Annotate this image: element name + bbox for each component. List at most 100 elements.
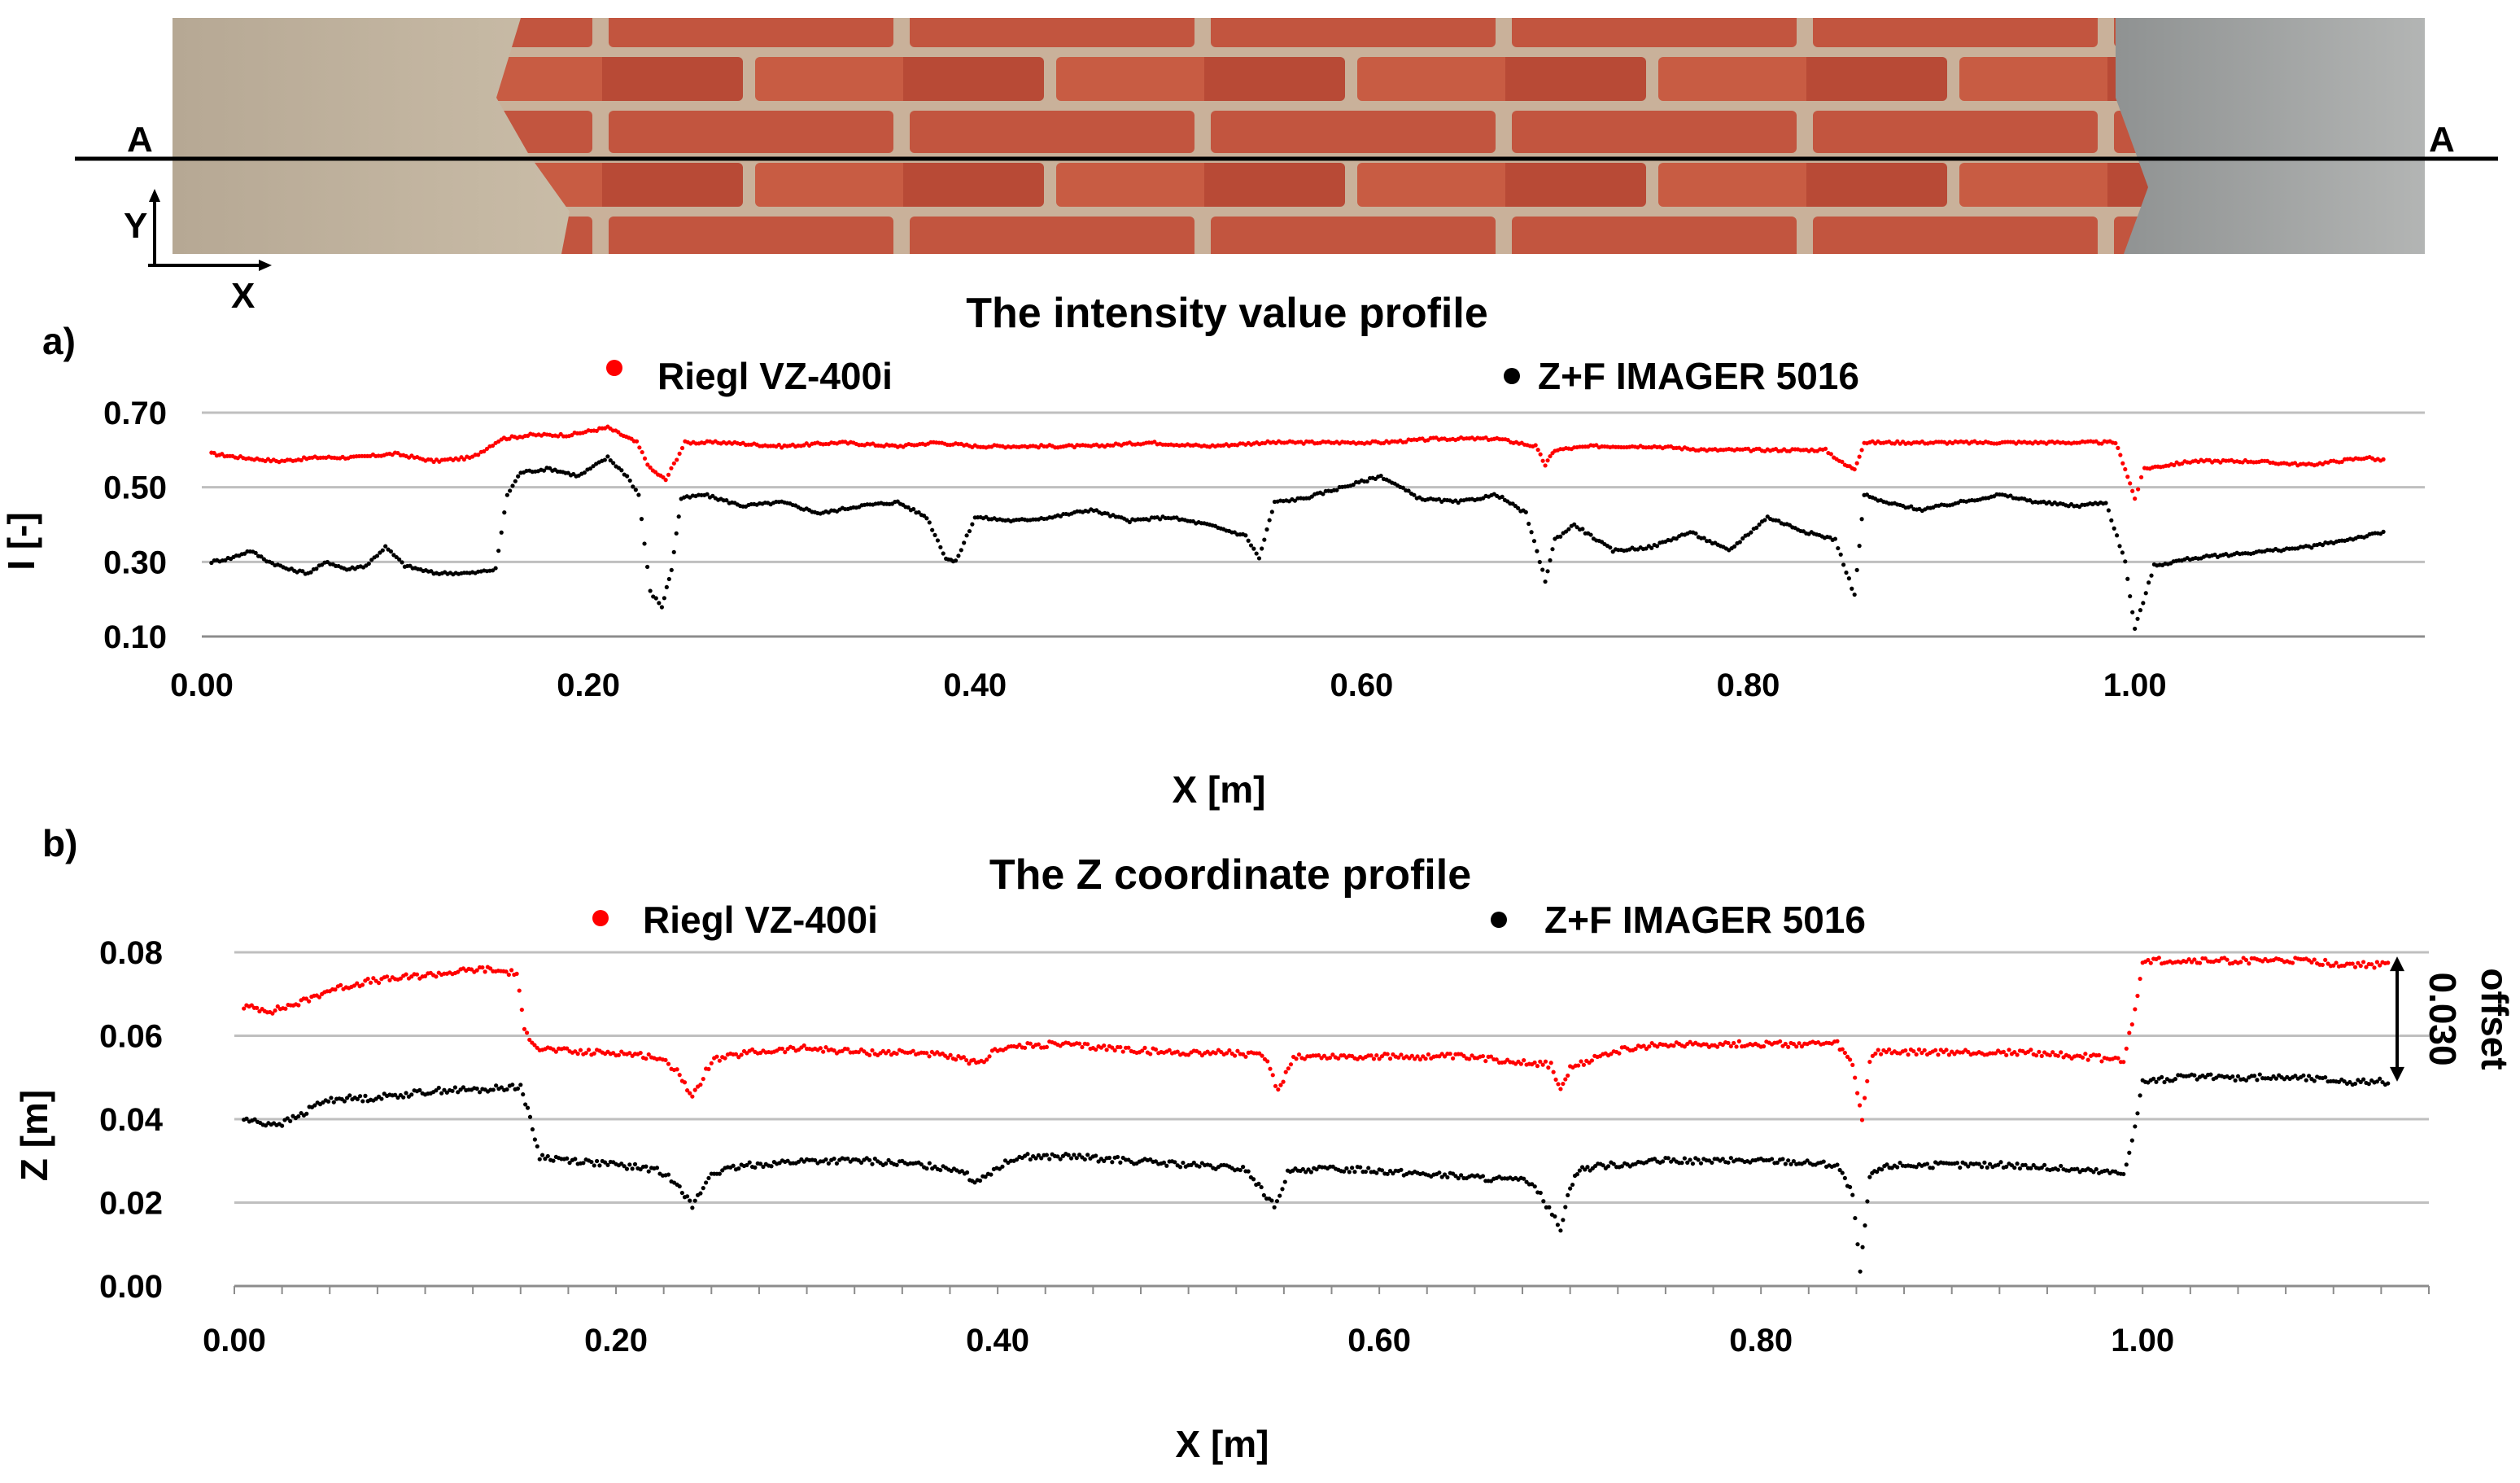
data-point: [1993, 1051, 1998, 1056]
z-x-tick-label: 0.40: [966, 1323, 1029, 1358]
data-point: [1870, 1053, 1875, 1058]
data-point: [1500, 494, 1505, 500]
data-point: [1832, 536, 1838, 541]
data-point: [1330, 1052, 1335, 1057]
data-point: [1105, 511, 1110, 516]
data-point: [578, 1048, 583, 1052]
data-point: [1246, 1169, 1251, 1174]
data-point: [1555, 1223, 1561, 1227]
data-point: [776, 442, 781, 448]
data-point: [1292, 498, 1298, 503]
data-point: [1177, 1165, 1183, 1170]
data-point: [1238, 1167, 1243, 1173]
data-point: [1110, 1045, 1115, 1050]
data-point: [360, 982, 365, 987]
data-point: [1853, 1215, 1858, 1221]
data-point: [1385, 1052, 1390, 1056]
z-y-axis-label: Z [m]: [13, 1090, 55, 1181]
data-point: [2293, 1074, 2298, 1078]
data-point: [924, 1166, 929, 1171]
data-point: [1321, 1053, 1327, 1058]
data-point: [1197, 1050, 1202, 1055]
data-point: [1561, 1081, 1566, 1087]
data-point: [619, 1161, 624, 1166]
data-point: [1762, 518, 1767, 523]
data-point: [461, 1085, 466, 1090]
data-point: [780, 1046, 785, 1052]
data-point: [2039, 1053, 2044, 1058]
data-point: [1321, 492, 1326, 497]
data-point: [1085, 1153, 1090, 1157]
data-point: [2135, 616, 2140, 621]
data-point: [1306, 1167, 1311, 1172]
data-point: [777, 1161, 782, 1166]
data-point: [666, 1061, 671, 1066]
data-point: [400, 560, 404, 565]
data-point: [450, 1088, 455, 1093]
data-point: [1022, 1045, 1028, 1050]
data-point: [456, 969, 461, 974]
data-point: [535, 1144, 539, 1149]
data-point: [565, 1046, 570, 1051]
data-point: [2120, 461, 2125, 466]
data-point: [602, 457, 607, 462]
data-point: [2374, 1079, 2379, 1084]
data-point: [962, 540, 967, 545]
data-point: [1395, 1055, 1401, 1060]
data-point: [970, 522, 975, 527]
data-point: [679, 445, 685, 451]
data-point: [1118, 1160, 1123, 1165]
data-point: [669, 567, 674, 572]
data-point: [270, 1011, 275, 1016]
data-point: [1304, 1170, 1308, 1175]
data-point: [894, 1162, 899, 1167]
data-point: [1467, 1056, 1472, 1061]
data-point: [2109, 518, 2114, 523]
data-point: [434, 974, 439, 979]
data-point: [1366, 1166, 1371, 1170]
data-point: [357, 1094, 363, 1099]
data-point: [2133, 626, 2138, 632]
data-point: [344, 1096, 350, 1100]
data-point: [434, 1088, 439, 1093]
data-point: [1608, 545, 1613, 550]
data-point: [1903, 1048, 1908, 1053]
data-point: [1577, 1168, 1582, 1173]
data-point: [355, 1096, 360, 1101]
data-point: [347, 1093, 352, 1098]
data-point: [582, 470, 587, 475]
data-point: [1547, 1205, 1552, 1210]
data-point: [1855, 1091, 1860, 1096]
data-point: [401, 1095, 406, 1100]
data-point: [1442, 1054, 1448, 1059]
data-point: [959, 1169, 964, 1174]
data-point: [2160, 1074, 2164, 1080]
data-point: [1341, 1169, 1347, 1174]
data-point: [2304, 1078, 2308, 1083]
data-point: [634, 439, 640, 444]
data-point: [1609, 1052, 1614, 1056]
data-point: [605, 1162, 610, 1167]
data-point: [964, 533, 969, 538]
data-point: [1317, 1052, 1321, 1058]
data-point: [638, 1167, 643, 1172]
data-point: [1655, 1044, 1660, 1049]
data-point: [1280, 1187, 1285, 1192]
data-point: [484, 446, 490, 452]
data-point: [1641, 1043, 1646, 1048]
data-point: [1274, 1199, 1280, 1204]
data-point: [1788, 1161, 1793, 1166]
data-point: [1085, 1042, 1090, 1047]
data-point: [2162, 1079, 2167, 1085]
data-point: [474, 968, 479, 973]
data-point: [1574, 525, 1579, 530]
data-point: [1529, 530, 1534, 535]
data-point: [517, 988, 522, 993]
data-point: [2055, 1053, 2060, 1058]
data-point: [461, 457, 467, 462]
data-point: [1563, 1077, 1568, 1082]
data-point: [1765, 514, 1770, 519]
data-point: [1794, 1044, 1799, 1049]
data-point: [2125, 576, 2130, 581]
data-point: [1858, 1269, 1863, 1274]
